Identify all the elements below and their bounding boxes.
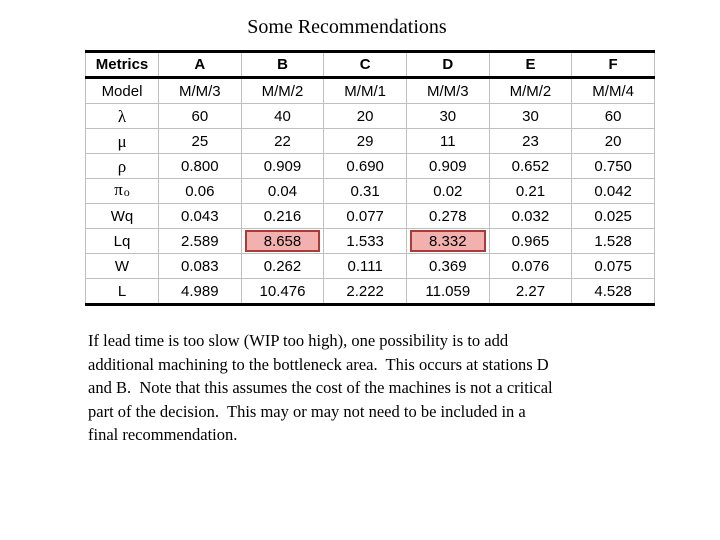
row-label: Wq (85, 203, 159, 229)
column-header-a: A (158, 51, 242, 79)
table-cell: 4.528 (571, 278, 655, 305)
table-cell: 0.06 (158, 178, 242, 204)
table-cell: 23 (488, 128, 573, 154)
column-header-f: F (571, 51, 655, 79)
table-cell: 0.083 (158, 253, 242, 279)
body-paragraph: If lead time is too slow (WIP too high),… (88, 329, 553, 447)
table-cell: 1.528 (571, 228, 655, 254)
table-cell: 10.476 (240, 278, 325, 305)
table-cell: 40 (240, 103, 325, 129)
table-cell: 0.690 (323, 153, 407, 179)
table-cell: 30 (488, 103, 573, 129)
table-row: Lq 2.589 8.658 1.533 8.332 0.965 1.528 (85, 228, 655, 254)
table-cell: 0.077 (323, 203, 407, 229)
table-cell: 8.332 (405, 228, 490, 254)
table-cell: 0.216 (240, 203, 325, 229)
table-row: Wq 0.043 0.216 0.077 0.278 0.032 0.025 (85, 203, 655, 229)
table-row: πo 0.06 0.04 0.31 0.02 0.21 0.042 (85, 178, 655, 204)
table-cell: M/M/3 (405, 77, 490, 104)
table-cell: 0.02 (405, 178, 490, 204)
table-row: L 4.989 10.476 2.222 11.059 2.27 4.528 (85, 278, 655, 305)
table-cell: 2.27 (488, 278, 573, 305)
table-cell: 30 (405, 103, 490, 129)
row-label-subscript: o (123, 185, 130, 199)
paragraph-line: additional machining to the bottleneck a… (88, 354, 549, 374)
table-cell: 60 (571, 103, 655, 129)
table-cell: 0.075 (571, 253, 655, 279)
table-row: μ 25 22 29 11 23 20 (85, 128, 655, 154)
row-label: μ (85, 128, 159, 154)
table-row: ρ 0.800 0.909 0.690 0.909 0.652 0.750 (85, 153, 655, 179)
table-cell: M/M/1 (323, 77, 407, 104)
paragraph-line: and B. Note that this assumes the cost o… (88, 378, 553, 397)
metrics-table-body: Model M/M/3 M/M/2 M/M/1 M/M/3 M/M/2 M/M/4 λ 60 40… (85, 77, 655, 305)
table-cell: 0.278 (405, 203, 490, 229)
table-cell: 0.965 (488, 228, 573, 254)
table-cell: 0.043 (158, 203, 242, 229)
table-cell: 0.076 (488, 253, 573, 279)
table-cell: 0.025 (571, 203, 655, 229)
table-cell: 29 (323, 128, 407, 154)
table-cell: 60 (158, 103, 242, 129)
table-cell: M/M/4 (571, 77, 655, 104)
table-cell: 4.989 (158, 278, 242, 305)
paragraph-line: final recommendation. (88, 425, 238, 444)
table-cell: 0.04 (240, 178, 325, 204)
column-header-c: C (323, 51, 407, 79)
table-cell: 0.652 (488, 153, 573, 179)
highlight-box (409, 230, 486, 252)
table-cell: 0.31 (323, 178, 407, 204)
table-cell: 0.262 (240, 253, 325, 279)
table-cell: M/M/2 (240, 77, 325, 104)
table-cell: 0.800 (158, 153, 242, 179)
highlight-box (244, 230, 321, 252)
table-cell: 0.111 (323, 253, 407, 279)
table-cell: 0.909 (240, 153, 325, 179)
table-cell: M/M/3 (158, 77, 242, 104)
column-header-b: B (240, 51, 325, 79)
table-cell: M/M/2 (488, 77, 573, 104)
paragraph-line: If lead time is too slow (WIP too high),… (88, 331, 509, 350)
table-cell: 20 (323, 103, 407, 129)
table-cell: 0.369 (405, 253, 490, 279)
table-cell: 0.750 (571, 153, 655, 179)
row-label: W (85, 253, 159, 279)
row-label: L (85, 278, 159, 305)
row-label: λ (85, 103, 159, 129)
table-row: Model M/M/3 M/M/2 M/M/1 M/M/3 M/M/2 M/M/4 (85, 77, 655, 104)
table-cell: 0.909 (405, 153, 490, 179)
paragraph-line: part of the decision. This may or may no… (88, 401, 526, 421)
table-cell: 0.042 (571, 178, 655, 204)
column-header-metrics: Metrics (85, 51, 159, 79)
row-label: Lq (85, 228, 159, 254)
table-cell: 2.589 (158, 228, 242, 254)
row-label: Model (85, 77, 159, 104)
table-cell: 2.222 (323, 278, 407, 305)
table-cell: 20 (571, 128, 655, 154)
table-row: W 0.083 0.262 0.111 0.369 0.076 0.075 (85, 253, 655, 279)
table-cell: 0.032 (488, 203, 573, 229)
table-cell: 11.059 (405, 278, 490, 305)
table-cell: 0.21 (488, 178, 573, 204)
table-cell: 1.533 (323, 228, 407, 254)
column-header-d: D (405, 51, 490, 79)
row-label: ρ (85, 153, 159, 179)
table-cell: 8.658 (240, 228, 325, 254)
cell-value: 8.332 (429, 232, 467, 250)
column-header-e: E (488, 51, 573, 79)
metrics-table: Metrics A B C D E F Model M/M/3 M/M/2 M/M/1 M/M/3 M… (85, 50, 655, 306)
table-header-row: Metrics A B C D E F (85, 51, 655, 79)
row-label: πo (85, 178, 159, 204)
table-cell: 11 (405, 128, 490, 154)
table-row: λ 60 40 20 30 30 60 (85, 103, 655, 129)
slide-title: Some Recommendations (247, 16, 447, 38)
table-cell: 25 (158, 128, 242, 154)
table-cell: 22 (240, 128, 325, 154)
cell-value: 8.658 (263, 232, 302, 250)
